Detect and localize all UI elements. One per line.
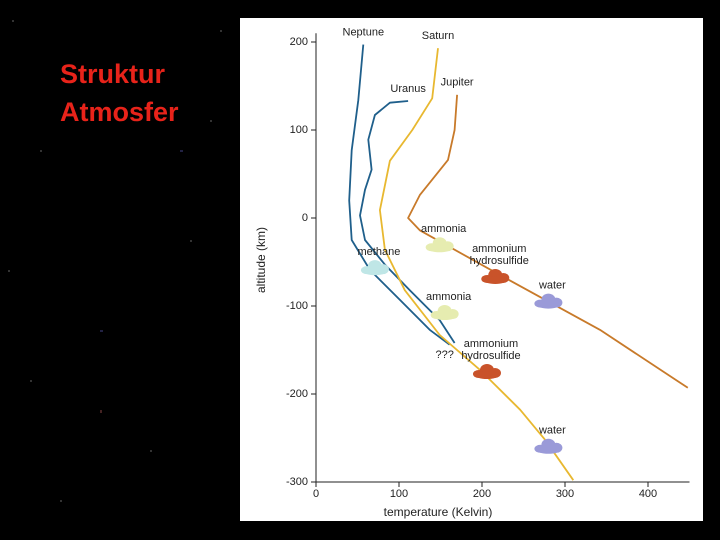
series-label: Neptune (343, 27, 385, 39)
cloud-puff (483, 275, 508, 284)
annotation-label: ammonium (472, 243, 526, 255)
series-label: Saturn (422, 30, 454, 42)
slide-title-line: Struktur (60, 59, 166, 89)
annotation-label: ammonium (464, 338, 518, 350)
x-tick-label: 400 (639, 488, 657, 500)
cloud (472, 364, 501, 379)
cloud (534, 438, 563, 454)
y-tick-label: -100 (286, 300, 308, 312)
x-axis-label: temperature (Kelvin) (384, 505, 493, 519)
x-tick-label: 200 (473, 488, 491, 500)
series-label: Uranus (390, 83, 426, 95)
annotation-label: hydrosulfide (461, 350, 520, 362)
series-line (348, 44, 451, 346)
cloud (425, 237, 454, 253)
x-tick-label: 100 (390, 488, 408, 500)
annotation-label: ammonia (421, 223, 467, 235)
chart-panel (240, 18, 703, 521)
annotation-label: water (538, 425, 566, 437)
cloud (360, 260, 389, 276)
y-tick-label: 100 (290, 124, 308, 136)
y-tick-label: 0 (302, 212, 308, 224)
cloud-puff (474, 371, 499, 379)
annotation-label: methane (358, 246, 401, 258)
y-tick-label: -300 (286, 476, 308, 488)
series-label: Jupiter (441, 77, 474, 89)
y-tick-label: 200 (290, 36, 308, 48)
y-tick-label: -200 (286, 388, 308, 400)
annotation-label: ammonia (426, 291, 472, 303)
background-speckles (8, 20, 222, 502)
cloud-puff (536, 445, 561, 454)
series-line (379, 48, 575, 481)
series-line (407, 94, 689, 389)
cloud (481, 268, 510, 284)
cloud (534, 293, 563, 309)
cloud (430, 305, 459, 321)
series-line (359, 100, 456, 344)
cloud-puff (362, 267, 387, 276)
slide-title-line: Atmosfer (60, 97, 179, 127)
cloud-puff (432, 312, 457, 321)
cloud-puff (427, 244, 452, 253)
y-axis-label: altitude (km) (254, 227, 268, 293)
x-tick-label: 0 (313, 488, 319, 500)
cloud-puff (536, 300, 561, 309)
x-tick-label: 300 (556, 488, 574, 500)
annotation-label: water (538, 280, 566, 292)
annotation-label: hydrosulfide (470, 255, 529, 267)
note: ??? (435, 349, 453, 361)
